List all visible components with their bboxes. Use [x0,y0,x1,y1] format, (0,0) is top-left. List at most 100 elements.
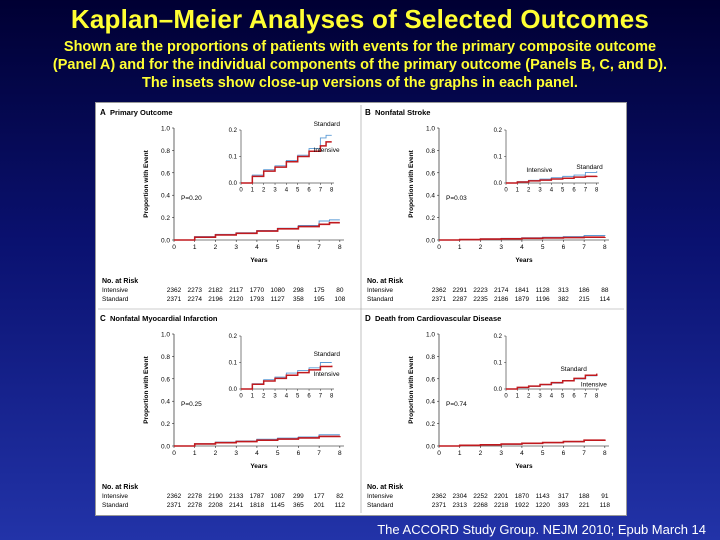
risk-value: 2362 [432,287,447,294]
inset: 0.0 0.1 0.2 0 1 2 3 4 5 6 7 8 Standard Intensive [229,121,341,194]
x-tick-label: 3 [234,450,238,457]
inset-y-tick-label: 0.2 [229,128,238,134]
x-tick-label: 2 [479,244,483,251]
risk-value: 2274 [187,296,202,303]
series-intensive-line [439,236,606,241]
subtitle-line-2: (Panel A) and for the individual compone… [52,57,668,73]
panel-letter: C [100,314,106,323]
inset-x-tick-label: 3 [273,394,277,400]
risk-value: 1793 [250,296,265,303]
p-value: P=0.74 [446,401,467,408]
panel-a: A Primary Outcome 0.0 0.2 0.4 0.6 0.8 1.0 0 1 2 3 4 5… [100,108,346,303]
inset-x-tick-label: 1 [251,394,255,400]
risk-value: 2291 [452,287,467,294]
y-tick-label: 1.0 [161,126,170,133]
risk-value: 1080 [270,287,285,294]
x-tick-label: 6 [562,450,566,457]
y-tick-label: 0.4 [161,193,170,200]
series-intensive-line [439,439,606,447]
risk-value: 2287 [452,296,467,303]
inset-series-intensive-line [241,141,332,184]
risk-value: 2235 [473,296,488,303]
risk-row-label: Intensive [367,493,393,500]
risk-value: 1922 [515,502,530,509]
x-tick-label: 0 [172,244,176,251]
risk-row-label: Intensive [102,287,128,294]
citation: The ACCORD Study Group. NEJM 2010; Epub … [377,522,706,537]
inset-x-tick-label: 0 [504,394,508,400]
x-tick-label: 8 [338,450,342,457]
risk-value: 2304 [452,493,467,500]
risk-value: 313 [558,287,569,294]
inset-x-tick-label: 8 [330,394,334,400]
inset-label-intensive: Intensive [314,147,340,154]
risk-value: 365 [293,502,304,509]
risk-value: 2362 [167,493,182,500]
risk-value: 1196 [536,296,550,303]
risk-value: 2218 [494,502,509,509]
slide-subtitle: Shown are the proportions of patients wi… [8,38,712,92]
x-tick-label: 4 [520,244,524,251]
risk-value: 1787 [250,493,265,500]
risk-value: 2362 [432,493,447,500]
risk-table: No. at Risk Intensive 2362 2304 2252 2201 1870… [367,484,610,509]
risk-value: 2201 [494,493,509,500]
risk-value: 2223 [473,287,488,294]
inset-label-standard: Standard [576,164,603,171]
panel-b: B Nonfatal Stroke 0.0 0.2 0.4 0.6 0.8 1.0 0 1 2 3 4 5… [365,108,610,303]
risk-value: 1841 [515,287,530,294]
inset-x-tick-label: 2 [527,394,531,400]
x-tick-label: 0 [437,450,441,457]
x-axis-label: Years [515,463,533,470]
subtitle-line-3: The insets show close-up versions of the… [142,75,578,91]
inset-x-tick-label: 8 [595,188,599,194]
x-tick-label: 6 [562,244,566,251]
risk-table-header: No. at Risk [367,484,403,491]
risk-value: 2196 [208,296,223,303]
inset: 0.0 0.1 0.2 0 1 2 3 4 5 6 7 8 Standard Intensive [494,128,603,193]
risk-value: 175 [314,287,325,294]
inset-x-tick-label: 5 [296,394,300,400]
risk-value: 2141 [229,502,244,509]
y-tick-label: 0.4 [426,193,435,200]
y-tick-label: 1.0 [426,332,435,339]
risk-value: 80 [336,287,344,294]
inset-x-tick-label: 4 [285,394,289,400]
risk-value: 2268 [473,502,488,509]
inset-x-tick-label: 1 [516,394,520,400]
risk-value: 188 [579,493,590,500]
risk-value: 2278 [187,502,202,509]
p-value: P=0.20 [181,195,202,202]
p-value: P=0.25 [181,401,202,408]
risk-value: 2273 [187,287,202,294]
risk-value: 393 [558,502,569,509]
inset-series-intensive-line [241,365,333,390]
x-axis-label: Years [250,257,268,264]
x-axis-label: Years [515,257,533,264]
risk-value: 177 [314,493,325,500]
inset-label-intensive: Intensive [581,381,607,388]
risk-value: 195 [314,296,325,303]
x-tick-label: 6 [297,450,301,457]
x-tick-label: 3 [499,244,503,251]
x-tick-label: 0 [437,244,441,251]
risk-value: 186 [579,287,590,294]
x-tick-label: 7 [317,450,321,457]
x-tick-label: 5 [276,450,280,457]
y-tick-label: 0.8 [161,354,170,361]
inset-y-tick-label: 0.0 [494,387,503,393]
risk-value: 2371 [167,296,182,303]
risk-value: 91 [601,493,609,500]
inset-y-tick-label: 0.1 [494,155,503,161]
inset-x-tick-label: 7 [319,188,323,194]
inset-y-tick-label: 0.2 [229,334,238,340]
inset-label-intensive: Intensive [314,371,340,378]
risk-value: 82 [336,493,344,500]
risk-row-label: Standard [367,296,394,303]
inset-label-standard: Standard [560,366,587,373]
inset-x-tick-label: 6 [572,394,576,400]
risk-row-label: Standard [102,502,129,509]
inset: 0.0 0.1 0.2 0 1 2 3 4 5 6 7 8 Standard Intensive [229,334,341,399]
inset-x-tick-label: 3 [538,188,542,194]
risk-value: 2190 [208,493,223,500]
